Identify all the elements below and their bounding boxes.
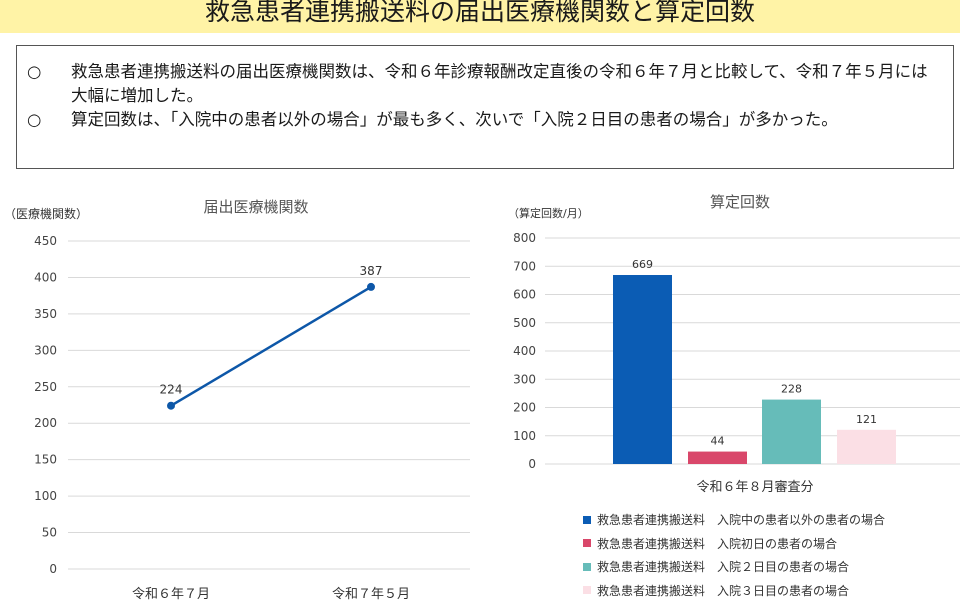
summary-box: ○ 救急患者連携搬送料の届出医療機関数は、令和６年診療報酬改定直後の令和６年７月… — [16, 45, 954, 169]
bar — [613, 275, 672, 464]
y-tick-label: 0 — [528, 457, 536, 471]
y-tick-label: 200 — [34, 416, 57, 430]
y-tick-label: 300 — [34, 343, 57, 357]
summary-text: 救急患者連携搬送料の届出医療機関数は、令和６年診療報酬改定直後の令和６年７月と比… — [71, 60, 943, 108]
legend-item: 救急患者連携搬送料 入院初日の患者の場合 — [583, 532, 885, 556]
chart-title: 届出医療機関数 — [203, 198, 308, 216]
summary-bullet: ○ 算定回数は、「入院中の患者以外の場合」が最も多く、次いで「入院２日目の患者の… — [27, 108, 943, 132]
bar — [762, 400, 821, 464]
legend-label: 救急患者連携搬送料 入院初日の患者の場合 — [597, 535, 837, 552]
chart-title: 算定回数 — [710, 193, 770, 211]
y-tick-label: 250 — [34, 380, 57, 394]
x-axis-label: 令和６年８月審査分 — [696, 480, 813, 495]
data-label: 669 — [632, 258, 653, 271]
legend-item: 救急患者連携搬送料 入院３日目の患者の場合 — [583, 579, 885, 602]
legend-label: 救急患者連携搬送料 入院３日目の患者の場合 — [597, 582, 849, 599]
y-tick-label: 700 — [513, 259, 536, 273]
y-tick-label: 100 — [513, 429, 536, 443]
summary-text: 算定回数は、「入院中の患者以外の場合」が最も多く、次いで「入院２日目の患者の場合… — [71, 108, 943, 132]
y-tick-label: 800 — [513, 231, 536, 245]
data-point — [367, 283, 375, 291]
y-tick-label: 350 — [34, 307, 57, 321]
legend-swatch — [583, 586, 591, 594]
data-label: 44 — [711, 435, 725, 448]
data-label: 224 — [160, 383, 183, 397]
y-tick-label: 300 — [513, 372, 536, 386]
facility-count-line-chart: 届出医療機関数 （医療機関数） 0 50 100 150 200 250 300 350 400 45… — [0, 180, 490, 600]
y-tick-label: 150 — [34, 453, 57, 467]
legend-swatch — [583, 563, 591, 571]
data-label: 121 — [856, 413, 877, 426]
y-tick-label: 400 — [513, 344, 536, 358]
bullet-mark: ○ — [27, 60, 71, 108]
y-axis-label: （医療機関数） — [4, 206, 88, 221]
x-tick-label: 令和６年７月 — [132, 587, 210, 600]
series-line — [171, 287, 371, 406]
bar — [688, 452, 747, 464]
y-tick-label: 600 — [513, 288, 536, 302]
legend-item: 救急患者連携搬送料 入院２日目の患者の場合 — [583, 555, 885, 579]
y-tick-label: 400 — [34, 270, 57, 284]
title-band: 救急患者連携搬送料の届出医療機関数と算定回数 — [0, 0, 960, 33]
page-title: 救急患者連携搬送料の届出医療機関数と算定回数 — [205, 0, 755, 28]
data-point — [167, 402, 175, 410]
bullet-mark: ○ — [27, 108, 71, 132]
legend-swatch — [583, 539, 591, 547]
legend-label: 救急患者連携搬送料 入院中の患者以外の患者の場合 — [597, 511, 885, 528]
data-label: 387 — [360, 264, 383, 278]
y-tick-label: 500 — [513, 316, 536, 330]
y-tick-label: 450 — [34, 234, 57, 248]
x-tick-label: 令和７年５月 — [332, 587, 410, 600]
bar-chart-legend: 救急患者連携搬送料 入院中の患者以外の患者の場合救急患者連携搬送料 入院初日の患… — [583, 508, 885, 602]
summary-bullet: ○ 救急患者連携搬送料の届出医療機関数は、令和６年診療報酬改定直後の令和６年７月… — [27, 60, 943, 108]
legend-swatch — [583, 516, 591, 524]
bar — [837, 430, 896, 464]
legend-label: 救急患者連携搬送料 入院２日目の患者の場合 — [597, 558, 849, 575]
data-label: 228 — [781, 383, 802, 396]
calculation-count-bar-chart: 算定回数 （算定回数/月） 0 100 200 300 400 500 600 700 800 669… — [500, 180, 960, 500]
legend-item: 救急患者連携搬送料 入院中の患者以外の患者の場合 — [583, 508, 885, 532]
y-axis-label: （算定回数/月） — [508, 206, 589, 220]
y-tick-label: 50 — [42, 526, 57, 540]
y-tick-label: 200 — [513, 401, 536, 415]
y-tick-label: 100 — [34, 489, 57, 503]
y-tick-label: 0 — [49, 562, 57, 576]
